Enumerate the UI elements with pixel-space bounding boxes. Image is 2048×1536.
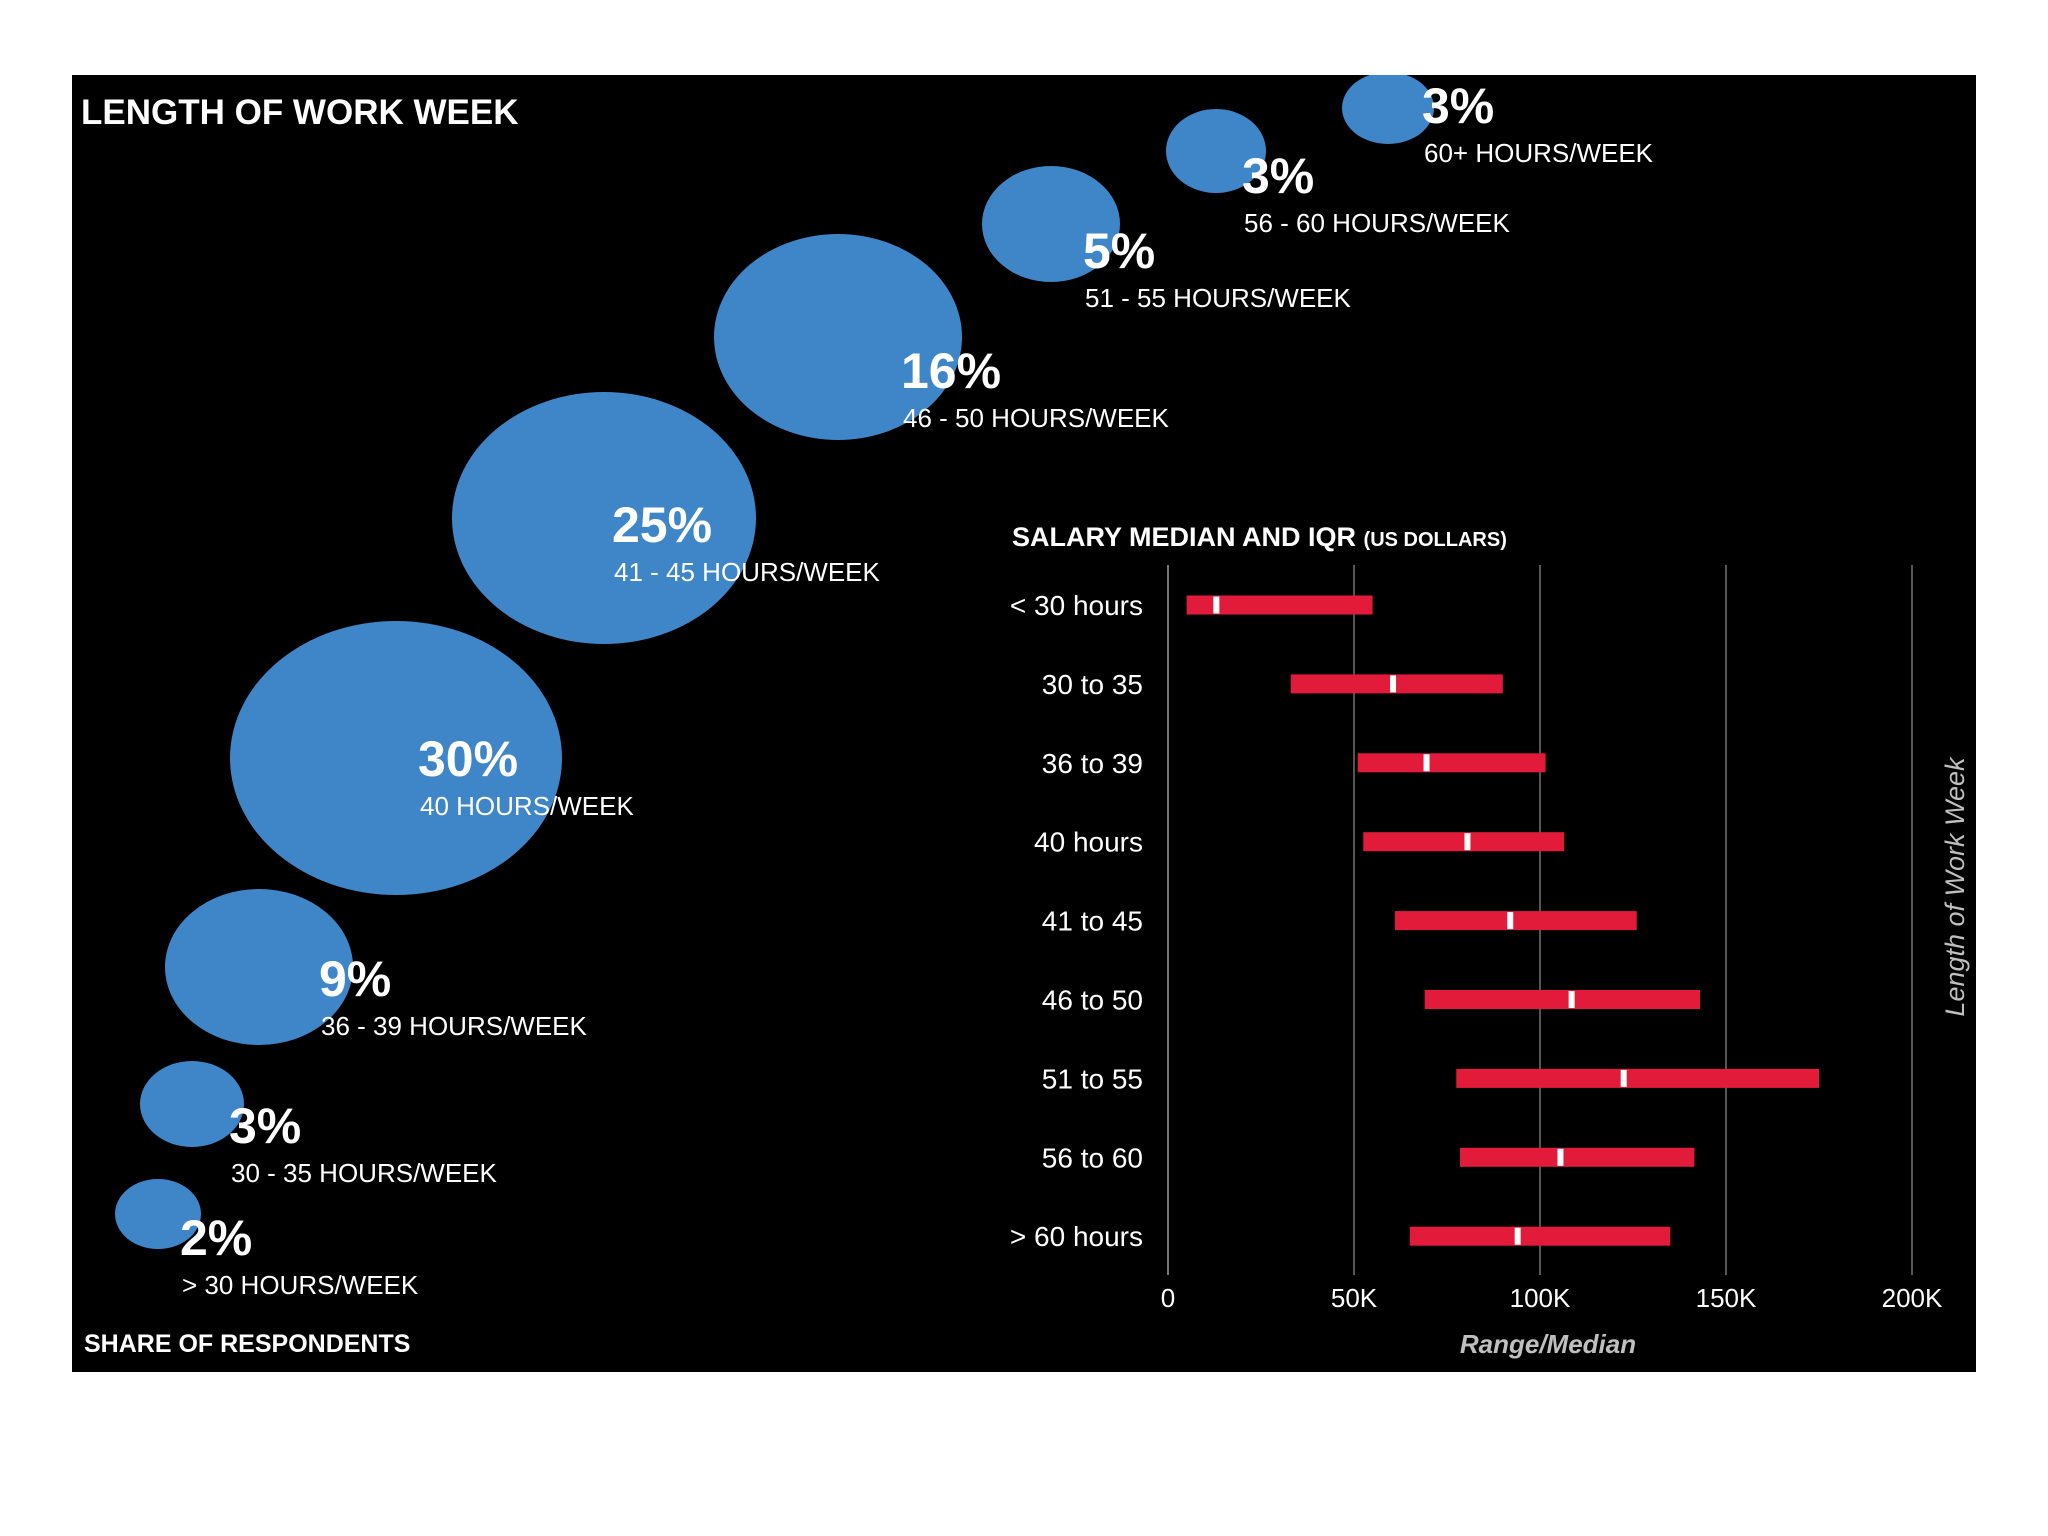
iqr-bar: [1290, 674, 1503, 694]
median-marker: [1423, 754, 1430, 772]
range-chart-title-main: SALARY MEDIAN AND IQR: [1012, 522, 1356, 552]
bubble-category-label: 36 - 39 HOURS/WEEK: [321, 1011, 588, 1041]
x-tick-label: 100K: [1510, 1283, 1571, 1313]
bubble-chart-footer: SHARE OF RESPONDENTS: [84, 1330, 410, 1358]
range-chart-title-unit: (US DOLLARS): [1364, 529, 1507, 551]
bubble-value-label: 9%: [319, 951, 391, 1007]
category-label: 51 to 55: [1042, 1063, 1143, 1094]
iqr-bar: [1357, 753, 1546, 773]
range-y-axis-title: Length of Work Week: [1940, 756, 1970, 1017]
iqr-bar: [1460, 1147, 1695, 1167]
median-marker: [1507, 912, 1514, 930]
bubble: [982, 166, 1120, 282]
bubble: [165, 889, 353, 1045]
bubble: [714, 234, 962, 440]
bubble-value-label: 2%: [180, 1210, 252, 1266]
iqr-bar: [1409, 1226, 1671, 1246]
category-label: 56 to 60: [1042, 1142, 1143, 1173]
category-label: 30 to 35: [1042, 669, 1143, 700]
bubble: [115, 1179, 201, 1249]
category-label: 40 hours: [1034, 827, 1143, 858]
category-label: 36 to 39: [1042, 748, 1143, 779]
x-tick-label: 150K: [1696, 1283, 1757, 1313]
bubble-value-label: 5%: [1083, 223, 1155, 279]
iqr-bar: [1394, 911, 1637, 931]
range-chart-title: SALARY MEDIAN AND IQR (US DOLLARS): [1012, 522, 1507, 552]
chart-panel: LENGTH OF WORK WEEK 2% > 30 HOURS/WEEK 3% 3…: [72, 75, 1976, 1372]
bubble-series: 2% > 30 HOURS/WEEK 3% 30 - 35 HOURS/WEEK 9% 3…: [115, 75, 1654, 1300]
median-marker: [1514, 1227, 1521, 1245]
median-marker: [1557, 1148, 1564, 1166]
bubble: [1166, 109, 1266, 193]
iqr-bar: [1186, 595, 1373, 615]
x-tick-label: 200K: [1882, 1283, 1943, 1313]
range-x-tick-labels: 0 50K 100K 150K 200K: [1161, 1283, 1943, 1313]
iqr-bar: [1363, 832, 1565, 852]
median-marker: [1213, 596, 1220, 614]
category-label: > 60 hours: [1010, 1221, 1143, 1252]
bubble-category-label: 40 HOURS/WEEK: [420, 791, 634, 821]
bubble: [230, 621, 562, 895]
bubble-value-label: 25%: [612, 497, 712, 553]
bubble-category-label: 46 - 50 HOURS/WEEK: [903, 403, 1170, 433]
bubble-value-label: 16%: [901, 343, 1001, 399]
median-marker: [1464, 833, 1471, 851]
category-label: < 30 hours: [1010, 590, 1143, 621]
bubble: [140, 1061, 244, 1147]
x-tick-label: 0: [1161, 1283, 1175, 1313]
iqr-bar: [1456, 1068, 1819, 1088]
bubble-value-label: 3%: [229, 1098, 301, 1154]
bubble-value-label: 30%: [418, 731, 518, 787]
range-x-axis-title: Range/Median: [1460, 1329, 1636, 1359]
bubble-category-label: 56 - 60 HOURS/WEEK: [1244, 208, 1511, 238]
bubble-category-label: > 30 HOURS/WEEK: [182, 1270, 419, 1300]
bubble: [1342, 75, 1434, 144]
range-series: [1186, 595, 1819, 1246]
bubble-category-label: 60+ HOURS/WEEK: [1424, 138, 1654, 168]
x-tick-label: 50K: [1331, 1283, 1378, 1313]
median-marker: [1568, 991, 1575, 1008]
bubble: [452, 392, 756, 644]
bubble-value-label: 3%: [1422, 78, 1494, 134]
bubble-value-label: 3%: [1242, 148, 1314, 204]
range-category-labels: < 30 hours 30 to 35 36 to 39 40 hours 41 to …: [1010, 590, 1143, 1252]
bubble-chart-title: LENGTH OF WORK WEEK: [81, 93, 518, 132]
bubble-category-label: 41 - 45 HOURS/WEEK: [614, 557, 881, 587]
median-marker: [1390, 675, 1397, 693]
iqr-bar: [1424, 990, 1700, 1009]
category-label: 41 to 45: [1042, 906, 1143, 937]
category-label: 46 to 50: [1042, 985, 1143, 1016]
median-marker: [1620, 1069, 1627, 1087]
bubble-category-label: 51 - 55 HOURS/WEEK: [1085, 283, 1352, 313]
chart-canvas: LENGTH OF WORK WEEK 2% > 30 HOURS/WEEK 3% 3…: [81, 75, 1970, 1359]
bubble-category-label: 30 - 35 HOURS/WEEK: [231, 1158, 498, 1188]
